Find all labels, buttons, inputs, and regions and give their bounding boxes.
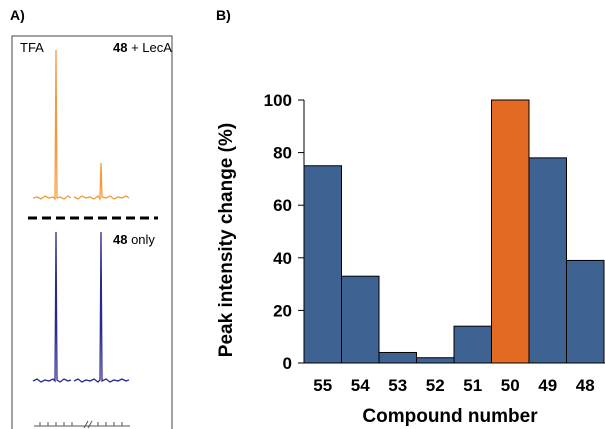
x-tick-label: 50 [501, 376, 520, 395]
x-tick-label: 48 [576, 376, 595, 395]
bar-chart: 0 20 40 60 80 100 55 54 53 52 51 50 49 48 Peak inten… [216, 91, 605, 427]
bar-compound-48 [566, 259, 605, 364]
panel-a-label: A) [10, 7, 25, 23]
bar-compound-55 [303, 165, 342, 364]
y-tick-label: 60 [273, 196, 292, 215]
bottom-trace-label-rest: only [127, 232, 155, 247]
x-tick-label: 51 [463, 376, 482, 395]
x-tick-label: 53 [388, 376, 407, 395]
y-tick-label: 80 [273, 144, 292, 163]
panel-a-spectra: TFA 48 + LecA 48 only [11, 35, 173, 429]
bar-compound-50 [491, 99, 530, 364]
bars [303, 99, 605, 364]
y-tick-label: 40 [273, 249, 292, 268]
y-tick-label: 20 [273, 301, 292, 320]
x-tick-label: 49 [538, 376, 557, 395]
blue-spectrum-trace [32, 231, 130, 383]
y-tick-label: 100 [264, 91, 292, 110]
x-tick-label: 52 [426, 376, 445, 395]
bottom-trace-label: 48 only [113, 232, 155, 247]
panel-a-frame [11, 35, 173, 429]
y-axis: 0 20 40 60 80 100 [264, 91, 305, 373]
x-axis: 55 54 53 52 51 50 49 48 [304, 362, 605, 395]
bar-compound-49 [528, 157, 567, 364]
bar-compound-54 [341, 275, 380, 364]
bar-compound-51 [453, 325, 492, 364]
panel-b-label: B) [216, 7, 231, 23]
x-tick-label: 55 [313, 376, 332, 395]
x-tick-label: 54 [351, 376, 370, 395]
bar-compound-52 [416, 357, 455, 364]
ppm-axis-fragment [34, 420, 130, 429]
top-trace-label-rest: + LecA [127, 40, 172, 55]
y-axis-title: Peak intensity change (%) [216, 123, 237, 357]
bottom-trace-label-compound: 48 [113, 232, 127, 247]
top-trace-label: 48 + LecA [113, 40, 172, 55]
top-trace-label-compound: 48 [113, 40, 127, 55]
y-tick-label: 0 [283, 354, 292, 373]
orange-spectrum-trace [32, 49, 130, 202]
x-axis-title: Compound number [362, 406, 538, 427]
tfa-label: TFA [20, 40, 44, 55]
bar-compound-53 [378, 351, 417, 364]
